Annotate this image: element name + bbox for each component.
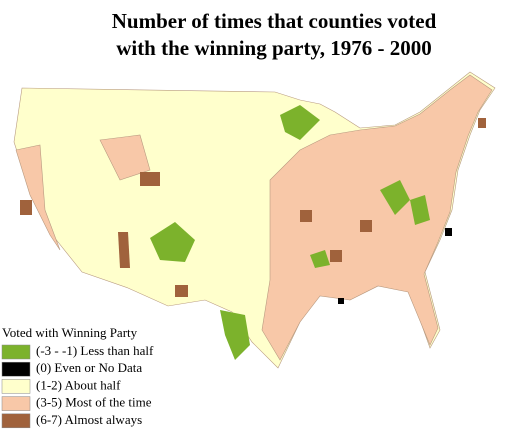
legend-label: (6-7) Almost always [36, 412, 142, 427]
legend-label: (0) Even or No Data [36, 360, 142, 375]
county-group [478, 118, 486, 128]
legend-label: (-3 - -1) Less than half [36, 343, 154, 358]
legend-swatch [1, 361, 31, 377]
legend-swatch [1, 379, 31, 394]
legend-label: (1-2) About half [36, 377, 121, 392]
legend-swatch [1, 344, 31, 360]
county-group [280, 105, 320, 140]
legend-swatch [1, 413, 31, 429]
county-group [150, 222, 195, 262]
county-group [410, 195, 430, 225]
county-group [380, 180, 410, 215]
county-group [175, 285, 188, 297]
legend: (-3 - -1) Less than half (0) Even or No D… [1, 343, 154, 429]
county-group [330, 250, 342, 262]
county-group [118, 232, 130, 268]
legend-title: Voted with Winning Party [2, 325, 138, 340]
legend-swatch [1, 396, 31, 411]
title-line: Number of times that counties voted [112, 9, 437, 33]
us-map [13, 71, 496, 369]
county-group [360, 220, 372, 232]
county-group [140, 172, 160, 186]
county-group [310, 250, 330, 268]
legend-label: (3-5) Most of the time [36, 395, 152, 410]
county-group [220, 310, 250, 360]
region [261, 74, 493, 361]
county-group [338, 298, 344, 304]
county-group [445, 228, 452, 236]
county-group [20, 200, 32, 215]
county-group [300, 210, 312, 222]
region [15, 144, 61, 251]
title-line: with the winning party, 1976 - 2000 [116, 36, 432, 60]
region [99, 134, 151, 181]
